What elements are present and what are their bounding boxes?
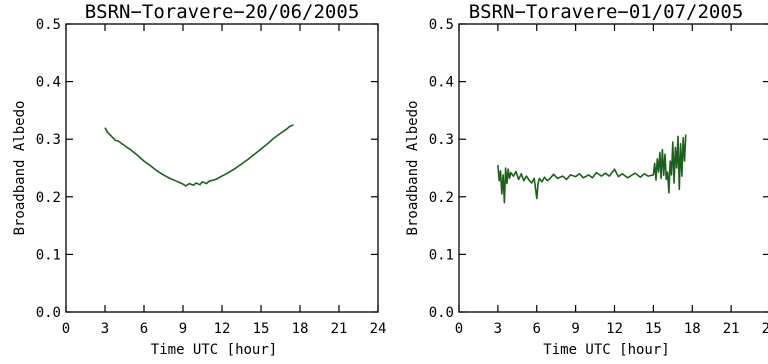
x-tick-label: 12 [214, 321, 231, 337]
y-tick-label: 0.3 [36, 132, 61, 148]
y-tick-label: 0.2 [36, 190, 61, 206]
y-tick-label: 0.4 [36, 75, 61, 91]
x-tick-label: 15 [253, 321, 270, 337]
x-tick-label: 21 [331, 321, 348, 337]
y-tick-label: 0.1 [429, 247, 454, 263]
y-tick-label: 0.5 [429, 17, 454, 33]
x-axis-label: Time UTC [hour] [543, 342, 669, 358]
y-tick-label: 0.1 [36, 247, 61, 263]
x-axis-label: Time UTC [hour] [151, 342, 277, 358]
y-tick-label: 0.0 [36, 305, 61, 321]
y-axis-label: Broadband Albedo [12, 101, 28, 236]
albedo-series-line [104, 124, 294, 187]
right-albedo-panel: BSRN−Toravere−01/07/2005 0 3 6 9 12 15 18 21 24 0.… [405, 1, 768, 358]
x-tick-label: 6 [140, 321, 148, 337]
albedo-series-line [497, 134, 687, 204]
x-tick-label: 9 [571, 321, 579, 337]
y-tick-label: 0.0 [429, 305, 454, 321]
x-tick-label: 3 [101, 321, 109, 337]
x-tick-label: 24 [370, 321, 387, 337]
y-axis-label: Broadband Albedo [405, 101, 421, 236]
x-tick-label: 18 [684, 321, 701, 337]
x-tick-label: 24 [762, 321, 768, 337]
y-tick-label: 0.2 [429, 190, 454, 206]
x-tick-label: 0 [455, 321, 463, 337]
x-tick-label: 15 [645, 321, 662, 337]
y-tick-label: 0.4 [429, 75, 454, 91]
left-albedo-panel: BSRN−Toravere−20/06/2005 0 3 6 9 12 15 18 21 24 0.… [12, 1, 386, 358]
x-tick-label: 21 [723, 321, 740, 337]
y-tick-label: 0.5 [36, 17, 61, 33]
chart-title: BSRN−Toravere−20/06/2005 [85, 1, 360, 23]
x-tick-label: 3 [494, 321, 502, 337]
x-tick-label: 18 [292, 321, 309, 337]
y-tick-label: 0.3 [429, 132, 454, 148]
x-tick-label: 0 [62, 321, 70, 337]
x-tick-label: 12 [606, 321, 623, 337]
x-tick-label: 9 [179, 321, 187, 337]
chart-title: BSRN−Toravere−01/07/2005 [469, 1, 744, 23]
plot-frame [65, 23, 379, 313]
x-tick-label: 6 [533, 321, 541, 337]
